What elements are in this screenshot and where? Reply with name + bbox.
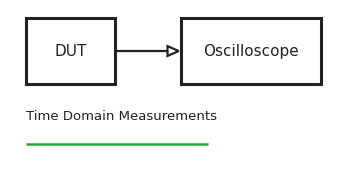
Bar (26, 18, 115, 84)
Text: DUT: DUT (54, 43, 87, 59)
Text: Oscilloscope: Oscilloscope (203, 43, 299, 59)
Polygon shape (168, 46, 179, 56)
Bar (181, 18, 321, 84)
Text: Time Domain Measurements: Time Domain Measurements (26, 110, 217, 123)
